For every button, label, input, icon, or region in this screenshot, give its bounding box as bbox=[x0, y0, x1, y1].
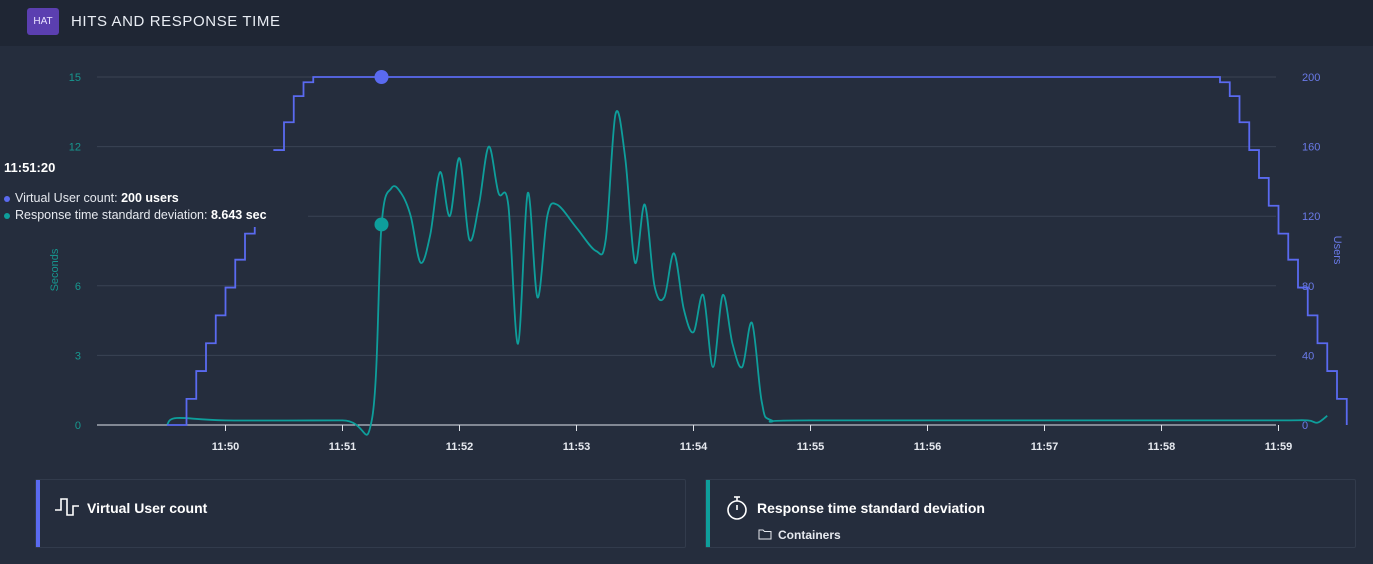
stopwatch-icon bbox=[727, 496, 747, 520]
tooltip-users-value: 200 users bbox=[121, 191, 179, 205]
tooltip-rt-label: Response time standard deviation: bbox=[15, 208, 211, 222]
chart-tooltip: 11:51:20 Virtual User count: 200 users R… bbox=[0, 151, 308, 227]
right-axis-label: Users bbox=[1331, 236, 1343, 265]
folder-icon bbox=[758, 529, 772, 540]
legend-sublabel: Containers bbox=[778, 528, 841, 542]
series-virtual-users-line bbox=[167, 76, 1348, 426]
left-tick-label: 15 bbox=[69, 72, 81, 84]
series-response-time-line bbox=[166, 110, 1328, 436]
legend-item-virtual-users[interactable]: Virtual User count bbox=[35, 479, 686, 548]
rt-dot-icon bbox=[4, 212, 10, 219]
right-tick-label: 200 bbox=[1302, 72, 1320, 84]
x-tick-label: 11:55 bbox=[797, 441, 825, 453]
panel-title: HITS AND RESPONSE TIME bbox=[71, 13, 281, 30]
left-tick-label: 6 bbox=[75, 281, 81, 293]
legend-item-response-time[interactable]: Response time standard deviation Contain… bbox=[705, 479, 1356, 548]
legend-label: Virtual User count bbox=[87, 500, 208, 516]
x-tick-label: 11:58 bbox=[1148, 441, 1176, 453]
left-tick-label: 3 bbox=[75, 350, 81, 362]
right-tick-label: 40 bbox=[1302, 350, 1314, 362]
tooltip-rt-value: 8.643 sec bbox=[210, 208, 267, 222]
tooltip-users-label: Virtual User count: bbox=[15, 191, 122, 205]
tooltip-rt-row: Response time standard deviation: 8.643 … bbox=[4, 208, 267, 222]
x-tick-label: 11:56 bbox=[914, 441, 942, 453]
right-tick-label: 160 bbox=[1302, 142, 1320, 154]
users-dot-icon bbox=[4, 195, 10, 202]
legend-label: Response time standard deviation bbox=[757, 500, 985, 516]
x-tick-label: 11:54 bbox=[680, 441, 708, 453]
legend-color-bar bbox=[36, 480, 40, 547]
panel-header: HAT HITS AND RESPONSE TIME bbox=[0, 0, 1373, 46]
rt-highlight-point bbox=[374, 217, 389, 232]
left-axis-ticks: 0 3 6 12 15 bbox=[69, 72, 81, 432]
x-tick-label: 11:50 bbox=[212, 441, 240, 453]
x-tick-label: 11:51 bbox=[329, 441, 357, 453]
left-tick-label: 0 bbox=[75, 420, 81, 432]
right-tick-label: 0 bbox=[1302, 420, 1308, 432]
left-tick-label: 12 bbox=[69, 142, 81, 154]
panel-badge: HAT bbox=[27, 8, 59, 35]
legend-color-bar bbox=[706, 480, 710, 547]
users-highlight-point bbox=[374, 70, 389, 84]
x-tick-label: 11:57 bbox=[1031, 441, 1059, 453]
x-tick-label: 11:59 bbox=[1265, 441, 1293, 453]
tooltip-users-row: Virtual User count: 200 users bbox=[4, 191, 179, 205]
step-wave-icon bbox=[55, 498, 79, 516]
tooltip-time: 11:51:20 bbox=[4, 160, 56, 175]
left-axis-label: Seconds bbox=[49, 248, 61, 291]
x-axis-ticks: 11:50 11:51 11:52 11:53 11:54 11:55 11:56 11:57… bbox=[212, 425, 1293, 453]
x-tick-label: 11:52 bbox=[446, 441, 474, 453]
x-tick-label: 11:53 bbox=[563, 441, 591, 453]
right-tick-label: 120 bbox=[1302, 211, 1320, 223]
